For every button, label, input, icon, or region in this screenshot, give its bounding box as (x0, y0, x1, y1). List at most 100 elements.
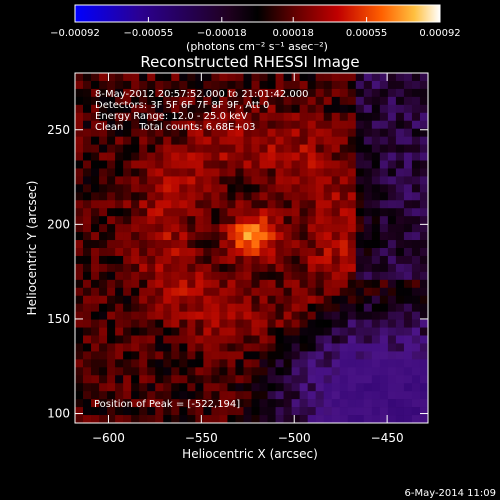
heatmap-cell (403, 287, 413, 297)
heatmap-cell (147, 295, 156, 304)
heatmap-cell (291, 88, 300, 98)
heatmap-cell (339, 73, 349, 82)
heatmap-cell (195, 216, 204, 225)
heatmap-cell (123, 200, 132, 209)
heatmap-cell (195, 96, 204, 106)
heatmap-cell (123, 176, 132, 185)
heatmap-cell (371, 399, 381, 408)
heatmap-cell (99, 120, 108, 129)
heatmap-cell (147, 184, 156, 193)
heatmap-cell (195, 80, 204, 90)
heatmap-cell (355, 271, 365, 281)
heatmap-cell (267, 343, 276, 352)
heatmap-cell (147, 73, 156, 82)
heatmap-cell (75, 271, 84, 281)
heatmap-cell (403, 200, 413, 209)
heatmap-cell (419, 287, 428, 297)
heatmap-cell (347, 136, 357, 145)
heatmap-cell (219, 319, 228, 328)
heatmap-cell (123, 407, 132, 416)
heatmap-cell (83, 112, 92, 122)
heatmap-cell (99, 399, 108, 408)
heatmap-cell (107, 128, 116, 137)
heatmap-cell (83, 255, 92, 265)
heatmap-cell (379, 176, 389, 185)
heatmap-cell (323, 73, 333, 82)
heatmap-cell (355, 287, 365, 297)
heatmap-cell (211, 375, 220, 384)
heatmap-cell (291, 391, 300, 400)
heatmap-cell (123, 287, 132, 297)
heatmap-cell (371, 287, 381, 297)
heatmap-cell (307, 152, 316, 161)
heatmap-cell (331, 128, 341, 137)
heatmap-cell (371, 216, 381, 225)
heatmap-cell (355, 176, 365, 185)
heatmap-cell (179, 144, 188, 153)
heatmap-cell (83, 248, 92, 257)
heatmap-cell (387, 359, 397, 368)
heatmap-cell (195, 128, 204, 137)
heatmap-cell (339, 224, 349, 233)
heatmap-cell (371, 415, 381, 423)
heatmap-cell (267, 279, 276, 289)
heatmap-cell (411, 303, 421, 312)
heatmap-cell (99, 327, 108, 336)
heatmap-cell (363, 248, 373, 257)
heatmap-cell (107, 407, 116, 416)
heatmap-cell (91, 224, 100, 233)
heatmap-cell (235, 120, 244, 129)
heatmap-cell (227, 73, 236, 82)
heatmap-cell (403, 240, 413, 249)
heatmap-cell (395, 73, 405, 82)
heatmap-cell (403, 271, 413, 281)
info-line-counts: Clean Total counts: 6.68E+03 (95, 122, 255, 133)
heatmap-cell (99, 136, 108, 145)
heatmap-cell (219, 375, 228, 384)
heatmap-cell (323, 152, 333, 161)
heatmap-cell (131, 176, 140, 185)
heatmap-cell (387, 383, 397, 392)
heatmap-cell (395, 136, 405, 145)
heatmap-cell (155, 367, 164, 376)
heatmap-cell (227, 240, 236, 249)
heatmap-cell (147, 232, 156, 241)
heatmap-cell (323, 168, 333, 177)
heatmap-cell (131, 73, 140, 82)
heatmap-cell (339, 216, 349, 225)
heatmap-cell (371, 104, 381, 114)
heatmap-cell (283, 128, 292, 137)
heatmap-cell (331, 407, 341, 416)
heatmap-cell (283, 184, 292, 193)
heatmap-cell (195, 192, 204, 201)
heatmap-cell (339, 351, 349, 360)
heatmap-cell (411, 216, 421, 225)
heatmap-cell (315, 399, 324, 408)
heatmap-cell (99, 176, 108, 185)
heatmap-cell (235, 335, 244, 344)
heatmap-cell (211, 80, 220, 90)
heatmap-cell (203, 383, 212, 392)
heatmap-cell (323, 208, 333, 217)
heatmap-cell (251, 279, 260, 289)
heatmap-cell (115, 335, 124, 344)
heatmap-cell (267, 359, 276, 368)
heatmap-cell (211, 319, 220, 328)
heatmap-cell (371, 263, 381, 273)
heatmap-cell (387, 311, 397, 320)
heatmap-cell (347, 208, 357, 217)
heatmap-cell (307, 144, 316, 153)
heatmap-cell (315, 391, 324, 400)
heatmap-cell (83, 263, 92, 273)
heatmap-cell (275, 104, 284, 114)
heatmap-cell (107, 383, 116, 392)
heatmap-cell (259, 351, 268, 360)
heatmap-cell (187, 279, 196, 289)
heatmap-cell (107, 96, 116, 106)
heatmap-cell (259, 311, 268, 320)
heatmap-cell (251, 160, 260, 169)
heatmap-cell (219, 383, 228, 392)
heatmap-cell (387, 263, 397, 273)
heatmap-cell (379, 343, 389, 352)
heatmap-cell (291, 136, 300, 145)
